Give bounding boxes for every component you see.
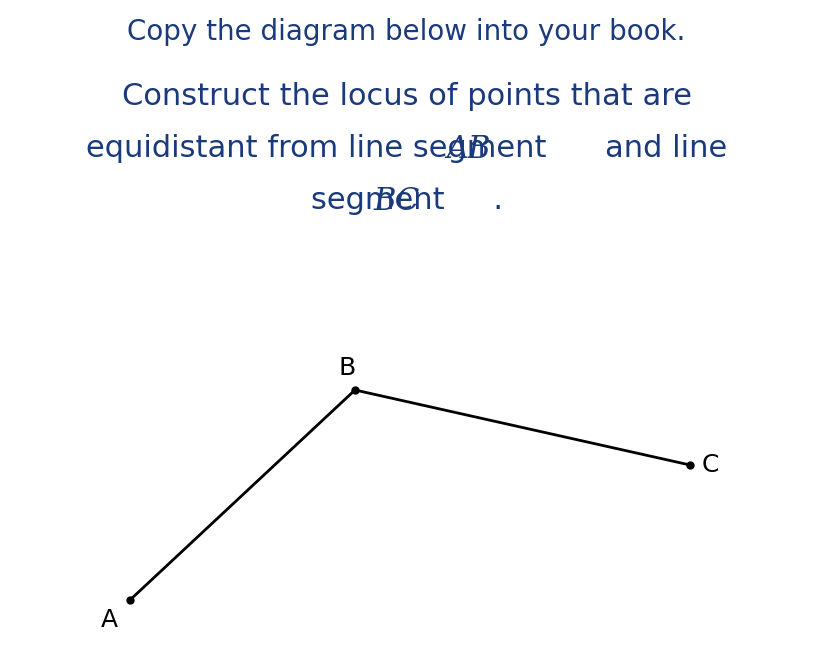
Text: C: C bbox=[702, 453, 720, 477]
Text: equidistant from line segment      and line: equidistant from line segment and line bbox=[86, 134, 727, 163]
Text: B: B bbox=[338, 356, 355, 380]
Text: Construct the locus of points that are: Construct the locus of points that are bbox=[121, 82, 692, 111]
Text: AB: AB bbox=[446, 134, 491, 165]
Text: BC: BC bbox=[373, 186, 420, 217]
Text: A: A bbox=[101, 608, 118, 632]
Text: segment     .: segment . bbox=[311, 186, 502, 215]
Text: Copy the diagram below into your book.: Copy the diagram below into your book. bbox=[128, 18, 685, 46]
